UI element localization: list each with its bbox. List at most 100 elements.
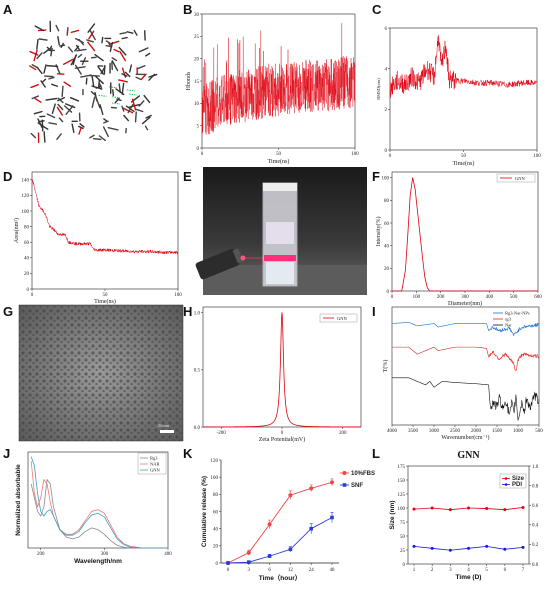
- uv-series-line: [30, 479, 168, 549]
- chart-cumulative-release: 0 3 6 12 24 48 0 20 40 60 80 100 120 Time（hour） Cumula…: [201, 459, 375, 582]
- molecule-bond: [133, 29, 138, 36]
- chart-b-ytick-label: 10: [194, 102, 200, 107]
- uv-series-line: [30, 461, 168, 549]
- chart-k-ytick-label: 40: [213, 527, 219, 532]
- panel-label-b: B: [183, 2, 192, 17]
- pdi-point: [485, 544, 489, 548]
- pdi-point: [412, 544, 416, 548]
- molecule-bond: [57, 103, 64, 111]
- molecule-bond: [56, 106, 63, 116]
- chart-f-xtick-label: 200: [437, 295, 445, 300]
- chart-l-legend-label: PDI: [512, 482, 522, 488]
- tem-image: 20 nm: [18, 304, 184, 442]
- chart-zeta-potential: -200 0 200 0.0 0.5 1.0 Zeta Potential(mV) GNN: [194, 306, 362, 443]
- chart-i-legend-label: Nar: [505, 323, 512, 328]
- molecule-bond: [75, 37, 84, 44]
- chart-l-ytick-label: 0: [403, 563, 406, 568]
- chart-h-ytick-label: 0.5: [194, 369, 201, 374]
- chart-d-ytick-label: 140: [22, 179, 30, 184]
- chart-f-xtick-label: 500: [510, 295, 518, 300]
- chart-h-ytick-label: 0.0: [194, 426, 201, 431]
- molecule-bond: [66, 27, 69, 36]
- chart-j-legend-label: GNN: [150, 468, 160, 473]
- chart-l-ylabel: Size (nm): [389, 501, 396, 530]
- chart-k-xlabel: Time（hour）: [259, 574, 302, 582]
- molecule-bond: [97, 65, 104, 75]
- size-point: [467, 506, 470, 510]
- molecule-bond: [118, 46, 127, 56]
- chart-j-frame: [27, 451, 169, 549]
- chart-f-ytick-label: 100: [382, 176, 390, 181]
- panel-label-h: H: [183, 304, 192, 319]
- chart-c-ylabel: RMSD(nm): [376, 78, 381, 100]
- size-point: [430, 506, 434, 510]
- size-point: [503, 508, 507, 512]
- molecule-bond: [74, 45, 80, 52]
- molecule-bond: [55, 24, 60, 32]
- chart-l-ytick-label: 150: [398, 479, 406, 484]
- chart-l-xtick-label: 2: [431, 568, 434, 573]
- chart-j-legend-label: NAR: [150, 462, 160, 467]
- chart-l-ytick-label: 175: [398, 465, 406, 470]
- molecule-bond: [95, 96, 101, 109]
- chart-j-xtick-label: 200: [37, 552, 45, 557]
- chart-c-xlabel: Time(ns): [453, 160, 475, 167]
- molecule-bond: [74, 66, 86, 69]
- release-point: [247, 560, 251, 564]
- molecule-bond: [137, 65, 146, 70]
- size-point: [521, 505, 525, 509]
- molecule-bond: [100, 65, 106, 75]
- molecule-bond: [125, 105, 135, 113]
- chart-f-xtick-label: 600: [534, 295, 542, 300]
- molecule-bond: [29, 65, 37, 71]
- release-series-line: [227, 481, 333, 564]
- chart-h-xlabel: Zeta Potential(mV): [259, 436, 306, 443]
- molecule-bond: [91, 96, 96, 109]
- chart-l-ytick-label: 50: [400, 535, 406, 540]
- chart-k-xtick-label: 3: [248, 568, 251, 573]
- chart-f-ytick-label: 40: [384, 244, 390, 249]
- panel-label-e: E: [183, 169, 192, 184]
- release-point: [288, 547, 293, 552]
- hbond-dash: [108, 86, 118, 89]
- chart-f-ytick-label: 80: [384, 199, 390, 204]
- chart-f-xtick-label: 300: [461, 295, 469, 300]
- chart-f-xtick-label: 100: [413, 295, 421, 300]
- molecule-bond: [89, 30, 96, 41]
- chart-h-ytick-label: 1.0: [194, 312, 201, 317]
- size-point: [412, 507, 416, 511]
- molecule-bond: [76, 48, 87, 52]
- chart-i-xtick-label: 2500: [450, 429, 461, 434]
- molecule-bond: [43, 131, 46, 143]
- molecule-bond: [131, 98, 137, 111]
- molecule-bond: [80, 74, 92, 78]
- zeta-series-line: [202, 312, 362, 428]
- molecule-bond: [64, 105, 73, 113]
- chart-i-xtick-label: 1000: [513, 429, 524, 434]
- chart-l-ytick-label: 100: [398, 507, 406, 512]
- chart-h-legend-box: [319, 313, 358, 323]
- molecule-bond: [31, 95, 40, 100]
- chart-f-ytick-label: 20: [384, 267, 390, 272]
- chart-l-xtick-label: 5: [485, 568, 488, 573]
- molecule-bond: [69, 97, 80, 102]
- molecule-bond: [91, 85, 103, 90]
- chart-l-right-ytick-label: 0.0: [532, 563, 539, 568]
- chart-c-ytick-label: 4: [385, 67, 388, 72]
- hbonds-series-line: [201, 23, 356, 136]
- molecule-bond: [51, 83, 59, 87]
- molecule-bond: [105, 44, 113, 48]
- molecule-bond: [144, 125, 149, 131]
- molecule-bond: [112, 89, 115, 97]
- size-point: [448, 508, 452, 512]
- hbond-dash: [112, 96, 121, 99]
- uv-series-line: [30, 456, 168, 549]
- chart-b-xtick-label: 0: [201, 152, 204, 157]
- area-series-line: [31, 178, 179, 255]
- chart-k-ylabel: Cumulative release (%): [201, 476, 208, 547]
- hbond-dash: [129, 93, 138, 96]
- size-point: [485, 507, 489, 511]
- molecule-bond: [121, 36, 128, 40]
- chart-j-ylabel: Normalized absorbable: [15, 464, 22, 536]
- chart-l-ytick-label: 25: [400, 549, 406, 554]
